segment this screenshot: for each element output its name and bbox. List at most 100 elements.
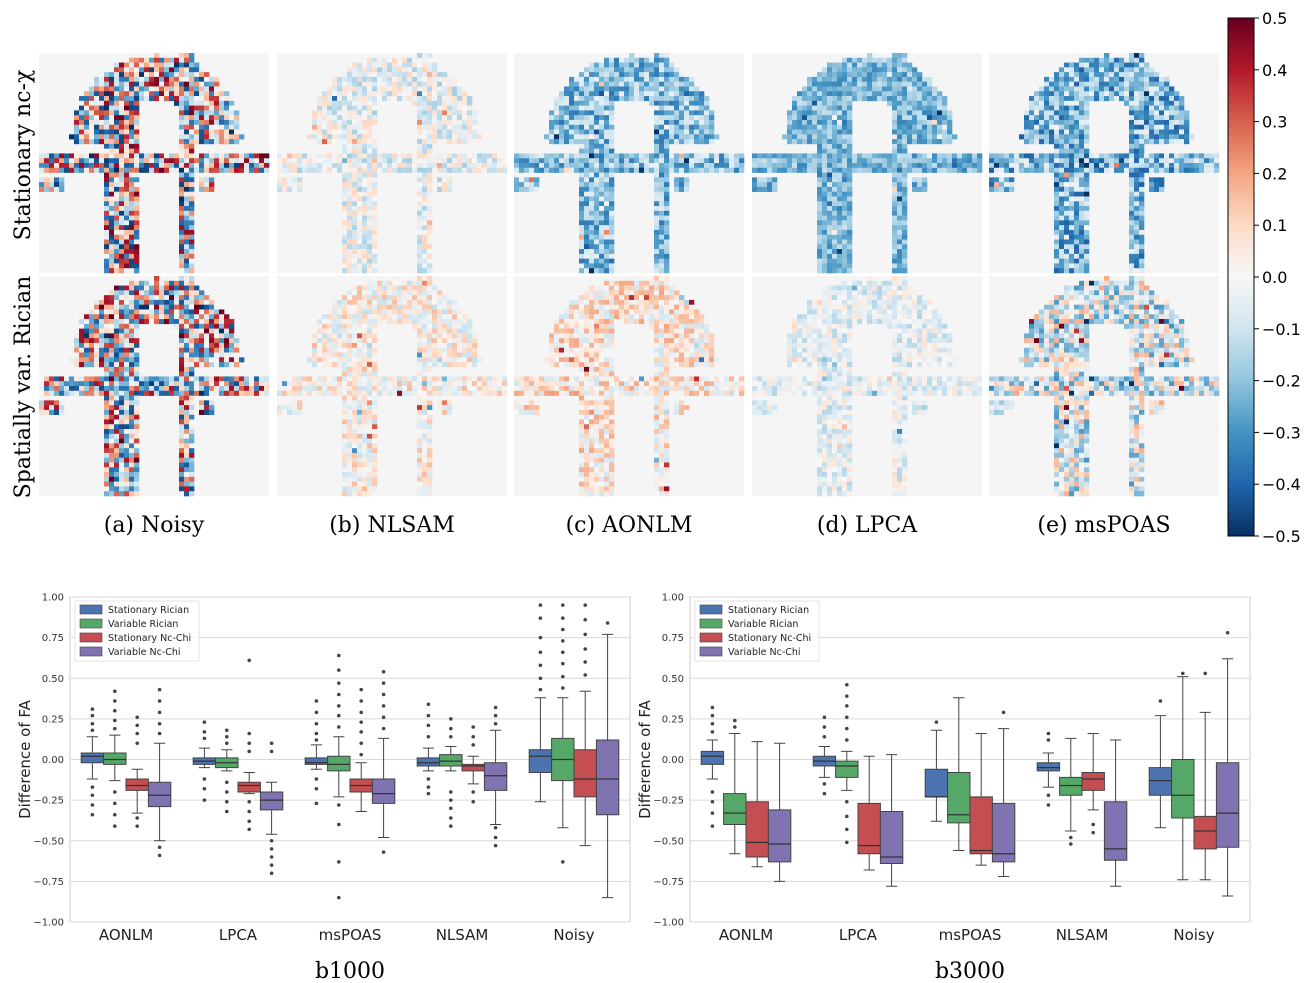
outlier-point [157,710,162,715]
outlier-point [493,835,498,840]
outlier-point [583,647,587,651]
box-noisy-stationary-rician [1148,699,1173,829]
outlier-point [269,855,274,859]
y-tick-label: −0.75 [33,877,64,888]
colorbar-tick-label: −0.4 [1262,475,1301,494]
outlier-point [247,741,251,746]
outlier-point [337,860,341,864]
fa-map-row2-col1 [39,276,270,497]
y-tick-label: −1.00 [33,918,64,929]
outlier-point [269,749,274,754]
outlier-point [1001,710,1006,715]
outlier-point [337,653,341,658]
colorbar: 0.5 0.4 0.3 0.2 0.1 0.0 −0.1 −0.2 −0.3 −0.4 −0.5 [1227,9,1301,546]
box-mspoas-stationary-rician [304,699,329,806]
outlier-point [337,895,341,900]
y-tick-label: 1.00 [662,593,684,604]
caption-mspoas: (e) msPOAS [1037,513,1170,538]
outlier-point [157,721,162,726]
y-axis-label: Difference of FA [636,699,654,819]
outlier-point [157,731,162,736]
outlier-point [247,809,251,814]
y-axis-label: Difference of FA [16,699,34,819]
y-tick-label: 0.25 [662,714,684,725]
y-tick-label: 0.25 [42,714,64,725]
legend-swatch [79,618,103,629]
row-label-stationary-text: Stationary nc-χ [11,70,36,241]
colorbar-tick-label: −0.2 [1262,372,1301,391]
outlier-point [247,799,251,804]
y-tick-label: 0.00 [662,755,684,766]
box-nlsam-stationary-rician [1036,731,1061,807]
outlier-point [710,824,715,828]
legend-swatch [699,618,723,629]
chart-title: b1000 [315,959,385,983]
x-tick-label: NLSAM [1056,926,1109,944]
box-lpca-variable-nc-chi [259,741,284,876]
y-tick-label: 0.50 [662,674,684,685]
y-tick-label: 0.75 [42,633,64,644]
chart-title: b3000 [935,959,1005,983]
outlier-point [247,749,251,754]
y-tick-label: 0.75 [662,633,684,644]
outlier-point [269,838,274,843]
outlier-point [710,799,715,804]
y-tick-label: −0.75 [653,877,684,888]
outlier-point [314,699,319,703]
outlier-point [426,713,431,718]
outlier-point [493,825,498,830]
outlier-point [561,650,565,655]
outlier-point [1069,842,1073,846]
outlier-point [314,710,319,715]
box-aonlm-stationary-rician [700,705,725,828]
fa-map-row2-col3 [514,276,745,497]
outlier-point [314,738,319,742]
y-tick-label: −0.50 [653,836,684,847]
box-noisy-variable-nc-chi [1215,630,1240,897]
outlier-point [359,699,364,703]
outlier-point [1225,630,1230,635]
boxplot-b1000: 1.00 0.75 0.50 0.25 0.00 −0.25 −0.50 −0.75 −1.00… [16,593,631,983]
outlier-point [493,713,498,718]
outlier-point [1046,803,1051,807]
colorbar-tick-label: 0.3 [1262,113,1287,132]
colorbar-tick-label: −0.3 [1262,423,1301,442]
outlier-point [1158,699,1163,703]
box-nlsam-variable-nc-chi [483,705,508,848]
outlier-point [845,726,849,731]
legend-swatch [79,646,103,657]
outlier-point [710,705,715,710]
caption-nlsam: (b) NLSAM [329,513,455,538]
box-nlsam-stationary-nc-chi [1081,733,1105,835]
outlier-point [90,728,95,733]
outlier-point [1181,671,1185,676]
outlier-point [113,824,117,828]
outlier-point [538,687,543,692]
box-mspoas-variable-rician [327,653,351,900]
x-tick-label: msPOAS [319,926,382,944]
outlier-point [337,725,341,729]
outlier-point [225,728,229,733]
x-tick-label: AONLM [99,926,153,944]
outlier-point [225,809,229,814]
outlier-point [583,603,587,607]
outlier-point [538,635,543,640]
outlier-point [113,726,117,731]
outlier-point [471,743,476,747]
y-tick-label: 1.00 [42,593,64,604]
outlier-point [449,806,453,811]
box-mspoas-variable-rician [947,697,971,851]
legend: Stationary Rician Variable Rician Stationa… [694,600,820,662]
box-nlsam-stationary-nc-chi [461,725,485,804]
outlier-point [359,710,364,715]
outlier-point [157,687,162,692]
outlier-point [1091,822,1095,827]
outlier-point [314,731,319,736]
box-mspoas-variable-nc-chi [371,669,396,854]
outlier-point [822,734,827,739]
y-tick-label: −1.00 [653,918,684,929]
outlier-point [822,782,827,786]
box-nlsam-stationary-rician [416,702,441,796]
outlier-point [449,734,453,739]
box-lpca-variable-nc-chi [879,754,904,887]
